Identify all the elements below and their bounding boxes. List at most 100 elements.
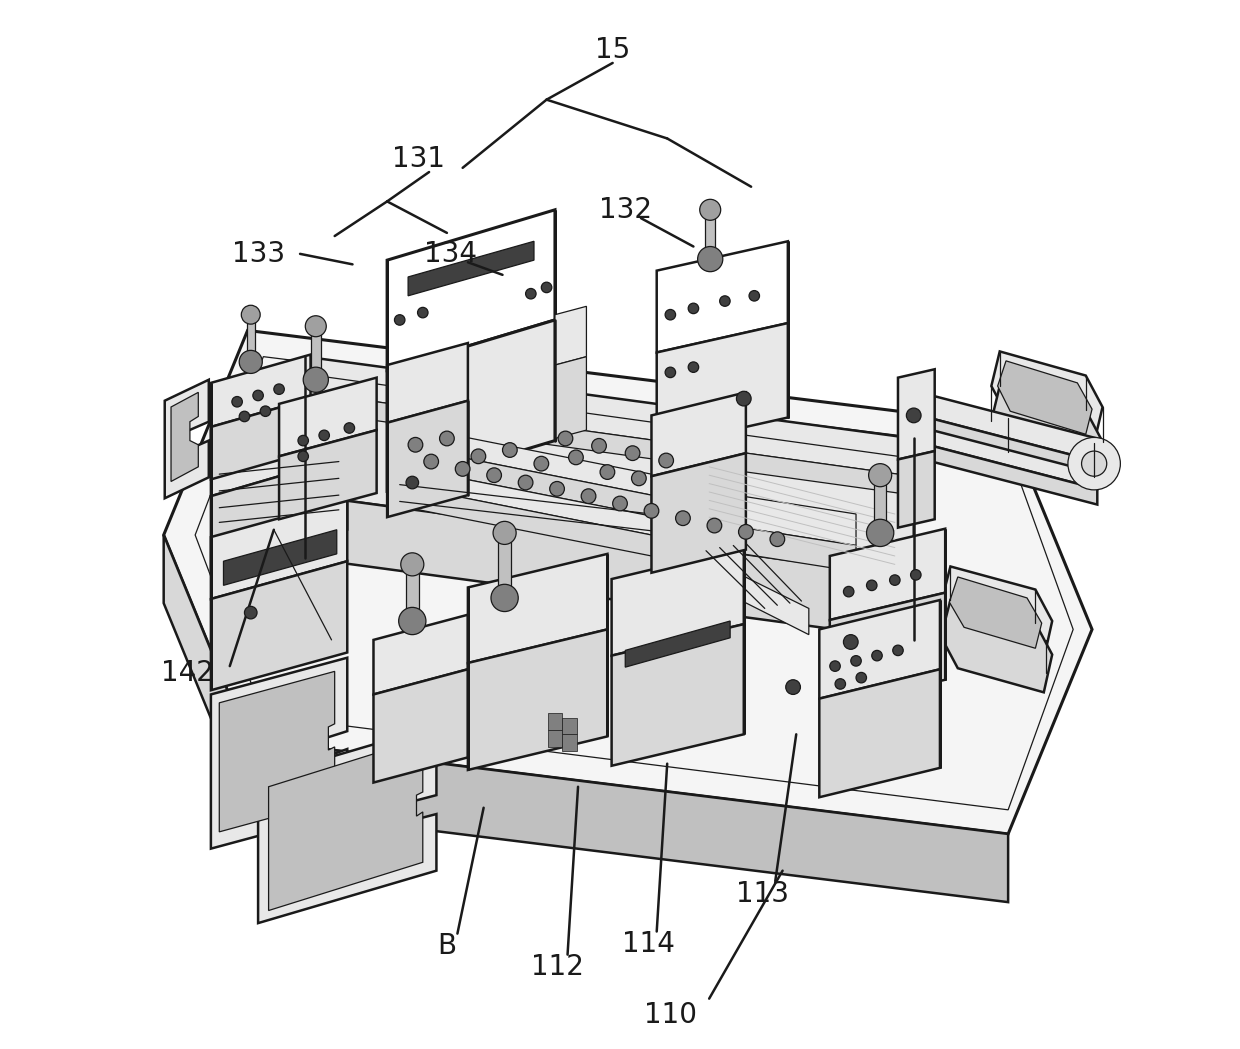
Circle shape: [1068, 437, 1121, 490]
Polygon shape: [223, 530, 337, 585]
Circle shape: [274, 384, 284, 394]
Circle shape: [737, 391, 751, 406]
Circle shape: [494, 521, 516, 544]
Circle shape: [856, 672, 867, 683]
Circle shape: [835, 679, 846, 689]
Polygon shape: [941, 600, 1053, 692]
Polygon shape: [387, 343, 467, 423]
Polygon shape: [165, 380, 208, 498]
Polygon shape: [279, 430, 377, 519]
Polygon shape: [258, 726, 436, 923]
Polygon shape: [991, 386, 1102, 477]
Circle shape: [399, 607, 425, 635]
Polygon shape: [820, 669, 940, 797]
Circle shape: [707, 518, 722, 533]
Polygon shape: [387, 401, 467, 517]
Circle shape: [644, 504, 658, 518]
Circle shape: [688, 362, 698, 372]
Polygon shape: [625, 621, 730, 667]
Circle shape: [298, 451, 309, 462]
Circle shape: [424, 454, 439, 469]
Circle shape: [591, 438, 606, 453]
Circle shape: [698, 247, 723, 272]
Polygon shape: [248, 740, 1008, 902]
Polygon shape: [830, 529, 945, 620]
Circle shape: [239, 350, 263, 373]
Polygon shape: [389, 441, 856, 545]
Polygon shape: [405, 566, 419, 621]
Text: 114: 114: [622, 930, 675, 958]
Circle shape: [455, 462, 470, 476]
Circle shape: [518, 475, 533, 490]
Text: 110: 110: [644, 1002, 697, 1029]
Text: 131: 131: [392, 146, 445, 173]
Circle shape: [665, 309, 676, 320]
Circle shape: [786, 680, 801, 694]
Circle shape: [658, 453, 673, 468]
Text: 133: 133: [232, 240, 285, 267]
Circle shape: [244, 606, 257, 619]
Polygon shape: [991, 351, 1102, 443]
Polygon shape: [387, 210, 556, 370]
Circle shape: [699, 199, 720, 220]
Polygon shape: [247, 315, 255, 362]
Circle shape: [405, 476, 419, 489]
Polygon shape: [651, 392, 746, 476]
Polygon shape: [211, 499, 347, 599]
Polygon shape: [310, 327, 321, 380]
Text: 142: 142: [161, 660, 215, 687]
Circle shape: [239, 411, 249, 422]
Polygon shape: [211, 561, 347, 690]
Polygon shape: [657, 323, 787, 447]
Polygon shape: [998, 361, 1092, 434]
Polygon shape: [279, 378, 377, 456]
Polygon shape: [911, 425, 1097, 489]
Circle shape: [408, 437, 423, 452]
Polygon shape: [211, 456, 347, 570]
Polygon shape: [911, 441, 1097, 505]
Text: 113: 113: [737, 880, 789, 907]
Polygon shape: [211, 390, 347, 496]
Polygon shape: [389, 472, 856, 572]
Polygon shape: [387, 320, 556, 491]
Circle shape: [401, 553, 424, 576]
Circle shape: [665, 367, 676, 378]
Circle shape: [600, 465, 615, 479]
Polygon shape: [830, 593, 945, 707]
Circle shape: [558, 431, 573, 446]
Polygon shape: [911, 413, 1097, 485]
Circle shape: [534, 456, 548, 471]
Circle shape: [613, 496, 627, 511]
Polygon shape: [556, 306, 587, 365]
Circle shape: [549, 481, 564, 496]
Polygon shape: [219, 671, 335, 832]
Circle shape: [719, 296, 730, 306]
Polygon shape: [874, 477, 887, 533]
Circle shape: [830, 661, 841, 671]
Circle shape: [260, 406, 270, 416]
Circle shape: [305, 316, 326, 337]
Polygon shape: [305, 495, 914, 640]
Circle shape: [843, 635, 858, 649]
Polygon shape: [316, 393, 898, 493]
Polygon shape: [651, 453, 746, 573]
Circle shape: [304, 367, 329, 392]
Polygon shape: [556, 357, 587, 438]
Polygon shape: [611, 548, 744, 656]
Circle shape: [1081, 451, 1107, 476]
FancyBboxPatch shape: [562, 734, 577, 751]
Polygon shape: [611, 624, 744, 766]
Circle shape: [526, 288, 536, 299]
Polygon shape: [820, 600, 940, 699]
Circle shape: [502, 443, 517, 457]
Circle shape: [491, 584, 518, 612]
Polygon shape: [316, 376, 898, 474]
Polygon shape: [657, 241, 787, 352]
Polygon shape: [706, 210, 715, 259]
Circle shape: [631, 471, 646, 486]
Polygon shape: [898, 369, 935, 459]
Circle shape: [868, 464, 892, 487]
Text: 15: 15: [595, 37, 630, 64]
Circle shape: [889, 575, 900, 585]
Circle shape: [439, 431, 454, 446]
